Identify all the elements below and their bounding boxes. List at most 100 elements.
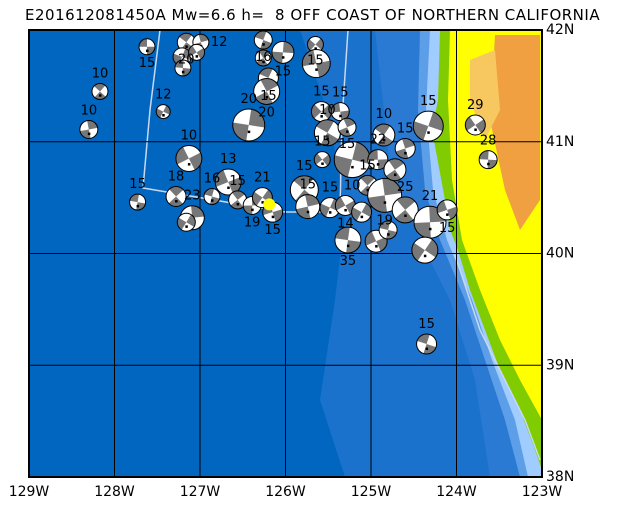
focal-mechanism-beachball	[165, 186, 187, 208]
focal-mechanism-beachball	[383, 158, 407, 182]
focal-mechanism-beachball	[155, 104, 171, 120]
depth-label: 23	[184, 189, 201, 204]
focal-mechanism-beachball	[271, 40, 295, 64]
focal-mechanisms	[79, 30, 498, 355]
focal-mechanism-beachball	[351, 201, 373, 223]
land-high	[490, 35, 540, 230]
lon-label: 125W	[351, 484, 392, 500]
epicenter-marker	[263, 198, 276, 211]
focal-mechanism-beachball	[436, 199, 458, 221]
focal-mechanism-beachball	[228, 190, 248, 210]
focal-mechanism-beachball	[372, 123, 396, 147]
lon-label: 124W	[436, 484, 477, 500]
depth-label: 10	[376, 107, 393, 122]
depth-label: 20	[258, 105, 275, 120]
focal-mechanism-beachball	[378, 220, 398, 240]
lat-label: 40N	[546, 246, 574, 262]
map-background	[29, 30, 542, 477]
focal-mechanism-beachball	[254, 49, 272, 67]
focal-mechanism-beachball	[306, 36, 324, 54]
focal-mechanism-beachball	[313, 119, 341, 147]
focal-mechanism-beachball	[416, 333, 438, 355]
depth-label: 15	[264, 223, 281, 238]
depth-label: 19	[244, 215, 261, 230]
focal-mechanism-beachball	[129, 193, 147, 211]
depth-label: 21	[422, 189, 439, 204]
map-frame	[28, 29, 543, 478]
focal-mechanism-beachball	[394, 137, 416, 159]
depth-label: 16	[255, 50, 272, 65]
depth-label: 16	[204, 172, 221, 187]
depth-label: 15	[397, 121, 414, 136]
depth-label: 22	[370, 133, 387, 148]
depth-label: 15	[322, 181, 339, 196]
focal-mechanism-beachball	[174, 59, 192, 77]
depth-label: 10	[92, 66, 109, 81]
depth-label: 15	[299, 178, 316, 193]
depth-label: 18	[168, 170, 185, 185]
depth-label: 20	[178, 52, 195, 67]
lat-label: 38N	[546, 469, 574, 485]
focal-mechanism-beachball	[330, 102, 350, 122]
depth-label: 15	[418, 317, 435, 332]
lat-label: 41N	[546, 134, 574, 150]
lat-label: 42N	[546, 22, 574, 38]
depth-label: 10	[181, 129, 198, 144]
depth-label: 21	[254, 171, 271, 186]
lon-label: 126W	[265, 484, 306, 500]
depth-label: 15	[332, 86, 349, 101]
depth-label: 10	[81, 103, 98, 118]
focal-mechanism-beachball	[188, 43, 206, 61]
depth-label: 15	[260, 89, 277, 104]
depth-label: 15	[439, 221, 456, 236]
lon-label: 127W	[180, 484, 221, 500]
depth-label: 29	[467, 98, 484, 113]
focal-mechanism-beachball	[334, 194, 356, 216]
focal-mechanism-beachball	[313, 151, 331, 169]
depth-label: 15	[314, 135, 331, 150]
grid-lines	[29, 30, 542, 477]
focal-mechanism-beachball	[411, 236, 439, 264]
depth-label: 28	[480, 134, 497, 149]
lat-label: 39N	[546, 357, 574, 373]
focal-mechanism-beachball	[253, 30, 273, 50]
depth-label: 13	[220, 152, 237, 167]
depth-label: 15	[129, 177, 146, 192]
depth-label: 15	[139, 56, 156, 71]
focal-mechanism-beachball	[79, 119, 99, 139]
focal-mechanism-beachball	[464, 114, 486, 136]
depth-label: 15	[420, 94, 437, 109]
coastal-fault-line	[454, 254, 541, 461]
focal-mechanism-beachball	[214, 168, 242, 196]
depth-label: 25	[397, 180, 414, 195]
depth-label: 15	[359, 158, 376, 173]
focal-mechanism-beachball	[232, 108, 266, 142]
focal-mechanism-beachball	[176, 212, 196, 232]
depth-label: 12	[211, 35, 228, 50]
focal-mechanism-beachball	[138, 38, 156, 56]
focal-mechanism-beachball	[175, 145, 203, 173]
depth-label: 15	[229, 174, 246, 189]
focal-mechanism-beachball	[301, 49, 331, 79]
focal-mechanism-beachball	[412, 110, 444, 142]
depth-label: 35	[340, 254, 357, 269]
focal-mechanism-beachball	[367, 149, 389, 171]
focal-mechanism-beachball	[478, 150, 498, 170]
depth-label: 10	[319, 103, 336, 118]
depth-label: 14	[337, 216, 354, 231]
lon-label: 128W	[94, 484, 135, 500]
axis-labels: 129W 128W 127W 126W 125W 124W 123W 42N 41N 40N 39N…	[9, 22, 575, 500]
focal-mechanism-beachball	[334, 226, 362, 254]
focal-mechanism-beachball	[333, 141, 371, 179]
depth-label: 15	[296, 159, 313, 174]
focal-mechanism-beachball	[203, 188, 221, 206]
lon-label: 123W	[522, 484, 563, 500]
focal-mechanism-beachball	[91, 82, 109, 100]
focal-mechanism-beachball	[253, 77, 281, 105]
lon-label: 129W	[9, 484, 50, 500]
depth-label: 10	[344, 179, 361, 194]
depth-label: 20	[240, 92, 257, 107]
focal-mechanism-beachball	[337, 117, 357, 137]
